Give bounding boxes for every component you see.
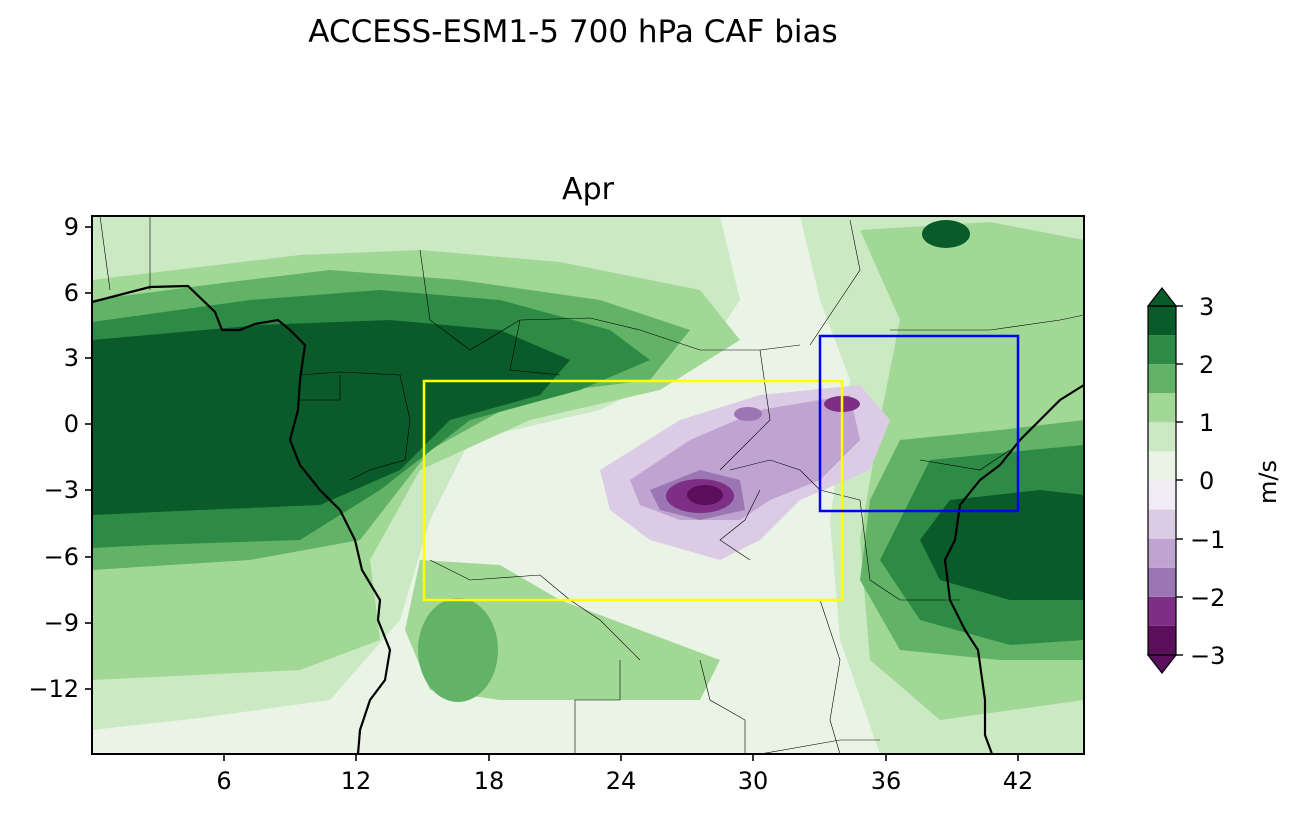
- x-tick: 6: [216, 754, 232, 795]
- colorbar-tick-label: 3: [1199, 293, 1214, 321]
- colorbar-segment: [1148, 335, 1176, 365]
- y-tick-label: −3: [44, 476, 79, 504]
- y-tick-label: −12: [28, 675, 79, 703]
- x-tick-label: 42: [1003, 767, 1034, 795]
- colorbar-segment: [1148, 393, 1176, 423]
- colorbar-segment: [1148, 451, 1176, 481]
- colorbar-segment: [1148, 625, 1176, 655]
- colorbar-ticks: 3 2 1 0 −1 −2: [1176, 293, 1225, 670]
- x-tick: 12: [341, 754, 372, 795]
- x-axis: 6 12 18 24 30 36 42: [216, 754, 1033, 795]
- contour-purple-north: [734, 407, 762, 421]
- region-box-blue: [818, 334, 1020, 513]
- colorbar-tick: 0: [1176, 467, 1214, 495]
- colorbar-segment: [1148, 480, 1176, 510]
- y-tick-label: −6: [44, 543, 79, 571]
- x-tick: 24: [606, 754, 637, 795]
- colorbar-segment: [1148, 567, 1176, 597]
- y-tick: −3: [44, 476, 92, 504]
- figure-suptitle: ACCESS-ESM1-5 700 hPa CAF bias: [308, 14, 838, 50]
- colorbar-tick: −3: [1176, 642, 1225, 670]
- x-tick-label: 36: [871, 767, 902, 795]
- y-axis: 9 6 3 0 −3 −6 −9 −12: [28, 213, 92, 703]
- x-tick: 18: [474, 754, 505, 795]
- contour-darkest-green-west: [92, 320, 570, 515]
- colorbar-segment: [1148, 364, 1176, 394]
- colorbar-tick-label: 0: [1199, 467, 1214, 495]
- colorbar: 3 2 1 0 −1 −2: [1146, 287, 1282, 674]
- x-tick: 42: [1003, 754, 1034, 795]
- y-tick: −12: [28, 675, 92, 703]
- y-tick: 6: [64, 279, 92, 307]
- colorbar-segment: [1148, 538, 1176, 568]
- colorbar-label: m/s: [1254, 460, 1282, 504]
- y-tick: −9: [44, 609, 92, 637]
- colorbar-tick-label: −2: [1190, 584, 1225, 612]
- y-tick: −6: [44, 543, 92, 571]
- colorbar-tick: 2: [1176, 351, 1214, 379]
- x-tick-label: 18: [474, 767, 505, 795]
- country-borders: [99, 216, 1084, 754]
- colorbar-segment: [1148, 422, 1176, 452]
- y-tick-label: 6: [64, 279, 79, 307]
- map-frame: [91, 215, 1085, 755]
- y-tick-label: 3: [64, 344, 79, 372]
- colorbar-tick: 3: [1176, 293, 1214, 321]
- colorbar-tick-label: 2: [1199, 351, 1214, 379]
- y-tick-label: −9: [44, 609, 79, 637]
- colorbar-tick-label: 1: [1199, 409, 1214, 437]
- x-tick: 36: [871, 754, 902, 795]
- x-tick-label: 12: [341, 767, 372, 795]
- y-tick-label: 9: [64, 213, 79, 241]
- colorbar-tick: −2: [1176, 584, 1225, 612]
- colorbar-segment: [1148, 509, 1176, 539]
- y-tick: 9: [64, 213, 92, 241]
- colorbar-extend-bottom: [1146, 654, 1178, 674]
- y-tick: 3: [64, 344, 92, 372]
- x-tick-label: 24: [606, 767, 637, 795]
- colorbar-segment: [1148, 596, 1176, 626]
- map-area: [92, 216, 1084, 754]
- y-tick: 0: [64, 410, 92, 438]
- colorbar-tick-label: −3: [1190, 642, 1225, 670]
- colorbar-tick-label: −1: [1190, 526, 1225, 554]
- coastlines: [92, 284, 1084, 754]
- colorbar-segments: [1148, 306, 1176, 655]
- y-tick-label: 0: [64, 410, 79, 438]
- contour-darkest-green-northeast: [922, 220, 970, 248]
- colorbar-segment: [1148, 306, 1176, 336]
- region-box-yellow: [422, 379, 844, 602]
- colorbar-tick: 1: [1176, 409, 1214, 437]
- contour-darkest-green-east: [920, 490, 1084, 600]
- colorbar-extend-top: [1146, 287, 1178, 307]
- panel-title: Apr: [562, 172, 615, 207]
- x-tick-label: 30: [738, 767, 769, 795]
- colorbar-tick: −1: [1176, 526, 1225, 554]
- x-tick: 30: [738, 754, 769, 795]
- contour-deepest-purple: [687, 485, 723, 505]
- x-tick-label: 6: [216, 767, 231, 795]
- contour-green-south-blob: [418, 598, 498, 702]
